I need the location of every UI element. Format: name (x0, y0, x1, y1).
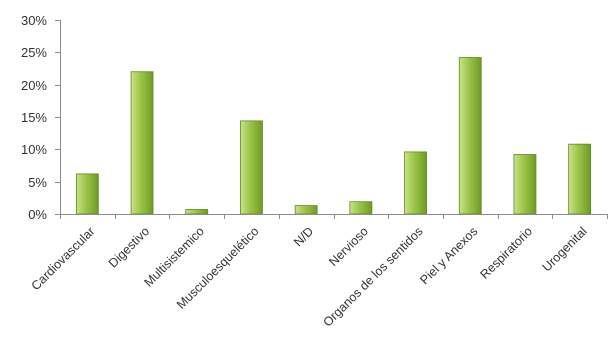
bar (513, 154, 537, 215)
y-tick-label: 0% (28, 207, 47, 222)
y-tick-label: 20% (21, 78, 47, 93)
bar (130, 71, 154, 215)
bar (458, 57, 482, 215)
y-tick-label: 30% (21, 13, 47, 28)
bar (349, 201, 373, 215)
y-axis-ticks: 0% 5% 10% 15% 20% 25% 30% (21, 13, 60, 222)
bar (568, 143, 592, 215)
x-tick-label: Cardiovascular (29, 224, 98, 293)
y-tick-label: 10% (21, 142, 47, 157)
bar (404, 151, 427, 215)
y-tick-label: 15% (21, 110, 47, 125)
x-axis-ticks (60, 214, 608, 219)
bar (185, 209, 209, 215)
bar (240, 120, 263, 215)
x-tick-label: N/D (291, 224, 316, 249)
x-axis-labels: Cardiovascular DigestivoMultisistemicoMus… (29, 224, 590, 329)
x-tick-label: Nervioso (326, 224, 371, 269)
x-tick-label: Urogenital (540, 224, 590, 274)
bars (75, 57, 592, 215)
x-tick-label: Respiratorio (478, 224, 536, 282)
y-tick-label: 25% (21, 45, 47, 60)
bar (294, 205, 318, 215)
x-tick-label: Piel y Anexos (417, 224, 480, 287)
x-tick-label: Digestivo (106, 224, 152, 270)
x-tick-label: Organos de los sentidos (320, 224, 425, 329)
y-tick-label: 5% (28, 175, 47, 190)
bar (75, 173, 99, 215)
